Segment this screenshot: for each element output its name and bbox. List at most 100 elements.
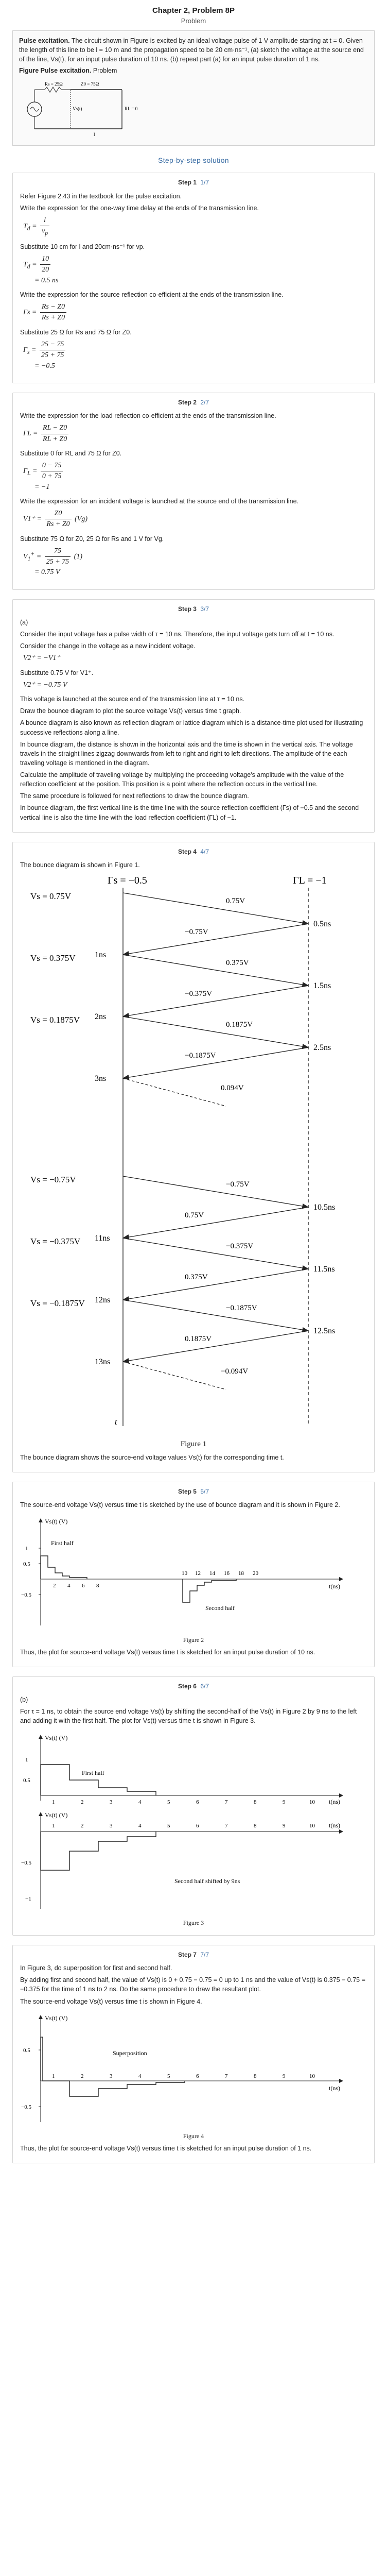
figure-4-plot: Vs(t) (V) 0.5 −0.5 Superposition 1 2 3 4 5 6… xyxy=(21,2014,343,2122)
wave-voltage-label: −0.1875V xyxy=(226,1304,257,1312)
svg-text:8: 8 xyxy=(254,2073,257,2079)
figure-2-plot: Vs(t) (V) t(ns) 1 0.5 −0.5 2 4 6 8 10 12 14 16… xyxy=(21,1518,343,1626)
step-5-text-1: The source-end voltage Vs(t) versus time… xyxy=(20,1501,340,1509)
step-3-eq-2: V2⁺ = −0.75 V xyxy=(23,681,67,689)
step-2-text-3: Write the expression for an incident vol… xyxy=(20,497,299,505)
step-3-text-10: In bounce diagram, the first vertical li… xyxy=(20,804,359,821)
wave-voltage-label: 0.375V xyxy=(226,959,249,967)
wave-segment-continuation xyxy=(122,1361,226,1390)
fig3-xlabel-top: t(ns) xyxy=(329,1798,340,1805)
svg-text:10: 10 xyxy=(309,1823,315,1829)
load-time-label: 10.5ns xyxy=(313,1203,335,1212)
solution-heading: Step-by-step solution xyxy=(158,156,229,165)
figure-1-caption: Figure 1 xyxy=(180,1440,207,1448)
step-7-text-1: In Figure 3, do superposition for first … xyxy=(20,1964,172,1972)
svg-text:−0.5: −0.5 xyxy=(21,1592,31,1598)
step-3-title: Step 3 xyxy=(178,605,197,613)
source-time-label: 11ns xyxy=(95,1234,110,1243)
svg-text:6: 6 xyxy=(196,1799,199,1805)
source-time-label: 13ns xyxy=(95,1358,110,1366)
step-1-text-2: Write the expression for the one-way tim… xyxy=(20,204,259,212)
wave-voltage-label: 0.1875V xyxy=(226,1021,253,1029)
fig3-xlabel-bottom: t(ns) xyxy=(329,1822,340,1829)
step-3-text-4: This voltage is launched at the source e… xyxy=(20,696,245,703)
svg-text:4: 4 xyxy=(138,1823,142,1829)
source-time-label: 1ns xyxy=(95,951,106,959)
wave-segment xyxy=(122,1330,309,1364)
step-6-title: Step 6 xyxy=(178,1682,197,1690)
step-7-text-2: By adding first and second half, the val… xyxy=(20,1976,365,1993)
problem-label: Pulse excitation. xyxy=(19,37,70,44)
figure-3-caption: Figure 3 xyxy=(183,1919,204,1927)
fig3-first-half: First half xyxy=(82,1769,104,1776)
wave-voltage-label: 0.375V xyxy=(185,1273,208,1281)
svg-text:9: 9 xyxy=(283,1799,286,1805)
step-2-text-2: Substitute 0 for RL and 75 Ω for Z0. xyxy=(20,449,122,457)
svg-text:5: 5 xyxy=(167,2073,170,2079)
wave-voltage-label: −0.75V xyxy=(226,1180,250,1189)
source-time-label: 12ns xyxy=(95,1296,110,1304)
step-2-text-4: Substitute 75 Ω for Z0, 25 Ω for Rs and … xyxy=(20,535,164,543)
svg-text:5: 5 xyxy=(167,1799,170,1805)
step-6-header: Step 6 6/7 xyxy=(20,1682,367,1691)
wave-voltage-label: −0.75V xyxy=(185,928,208,936)
step-6-part-label: (b) xyxy=(20,1696,28,1704)
source-time-label: 2ns xyxy=(95,1012,106,1021)
wave-segment xyxy=(122,1299,309,1333)
svg-text:10: 10 xyxy=(309,1799,315,1805)
source-voltage-label: Vs = 0.375V xyxy=(30,953,76,963)
svg-text:1: 1 xyxy=(25,1757,28,1763)
source-time-label: 3ns xyxy=(95,1074,106,1083)
rl-label: RL = 0 xyxy=(125,106,138,111)
wave-segment xyxy=(122,954,309,988)
wave-voltage-label: −0.375V xyxy=(226,1242,253,1250)
step-2-title: Step 2 xyxy=(178,398,197,406)
fig3-ylabel-top: Vs(t) (V) xyxy=(45,1734,67,1741)
fig4-superposition: Superposition xyxy=(113,2049,147,2057)
wave-segment xyxy=(122,985,309,1019)
step-2-eq-4: V1+ = 75 25 + 75 (1) = 0.75 V xyxy=(23,547,82,577)
svg-text:2: 2 xyxy=(81,2073,84,2079)
fig3-second-half: Second half shifted by 9ns xyxy=(174,1877,240,1885)
step-7-text-3: The source-end voltage Vs(t) versus time… xyxy=(20,1997,202,2005)
svg-text:8: 8 xyxy=(254,1823,257,1829)
gamma-l-label: ΓL = −1 xyxy=(293,875,327,886)
source-voltage-label: Vs = −0.1875V xyxy=(30,1298,85,1308)
svg-text:3: 3 xyxy=(110,1799,113,1805)
svg-text:1: 1 xyxy=(52,1823,55,1829)
step-1-text-3: Substitute 10 cm for l and 20cm·ns⁻¹ for… xyxy=(20,243,145,251)
circuit-figure: Rs = 25Ω Z0 = 75Ω RL = 0 Vs(t) l xyxy=(27,81,138,137)
step-5-header: Step 5 5/7 xyxy=(20,1487,367,1496)
fig3-ylabel-bottom: Vs(t) (V) xyxy=(45,1811,67,1819)
wave-segment xyxy=(122,892,309,926)
solution-page: Chapter 2, Problem 8P Problem Pulse exci… xyxy=(12,6,375,2163)
wave-segment xyxy=(122,923,309,957)
step-3-text-7: In bounce diagram, the distance is shown… xyxy=(20,740,353,767)
step-3: Step 3 3/7 (a) Consider the input voltag… xyxy=(12,599,375,833)
wave-segment-continuation xyxy=(122,1078,226,1107)
step-3-counter: 3/7 xyxy=(200,605,209,613)
svg-text:10: 10 xyxy=(182,1570,188,1577)
wave-voltage-label: −0.1875V xyxy=(185,1052,216,1060)
step-2: Step 2 2/7 Write the expression for the … xyxy=(12,392,375,590)
step-5-text-2: Thus, the plot for source-end voltage Vs… xyxy=(20,1648,315,1656)
wave-segment xyxy=(122,1207,309,1240)
svg-text:5: 5 xyxy=(167,1823,170,1829)
page-title: Chapter 2, Problem 8P xyxy=(152,6,235,15)
svg-text:−0.5: −0.5 xyxy=(21,2104,31,2110)
svg-text:1: 1 xyxy=(52,2073,55,2079)
page-subtitle: Problem xyxy=(181,16,206,25)
svg-text:16: 16 xyxy=(224,1570,230,1577)
step-3-text-6: A bounce diagram is also known as reflec… xyxy=(20,719,363,736)
step-1: Step 1 1/7 Refer Figure 2.43 in the text… xyxy=(12,173,375,383)
svg-text:1: 1 xyxy=(25,1546,28,1552)
step-3-part-label: (a) xyxy=(20,619,28,626)
step-7-title: Step 7 xyxy=(178,1951,197,1958)
step-1-counter: 1/7 xyxy=(200,179,209,187)
svg-text:14: 14 xyxy=(209,1570,216,1577)
svg-text:12: 12 xyxy=(195,1570,201,1577)
step-7-text-4: Thus, the plot for source-end voltage Vs… xyxy=(20,2144,312,2152)
step-4-header: Step 4 4/7 xyxy=(20,848,367,856)
svg-text:18: 18 xyxy=(238,1570,244,1577)
